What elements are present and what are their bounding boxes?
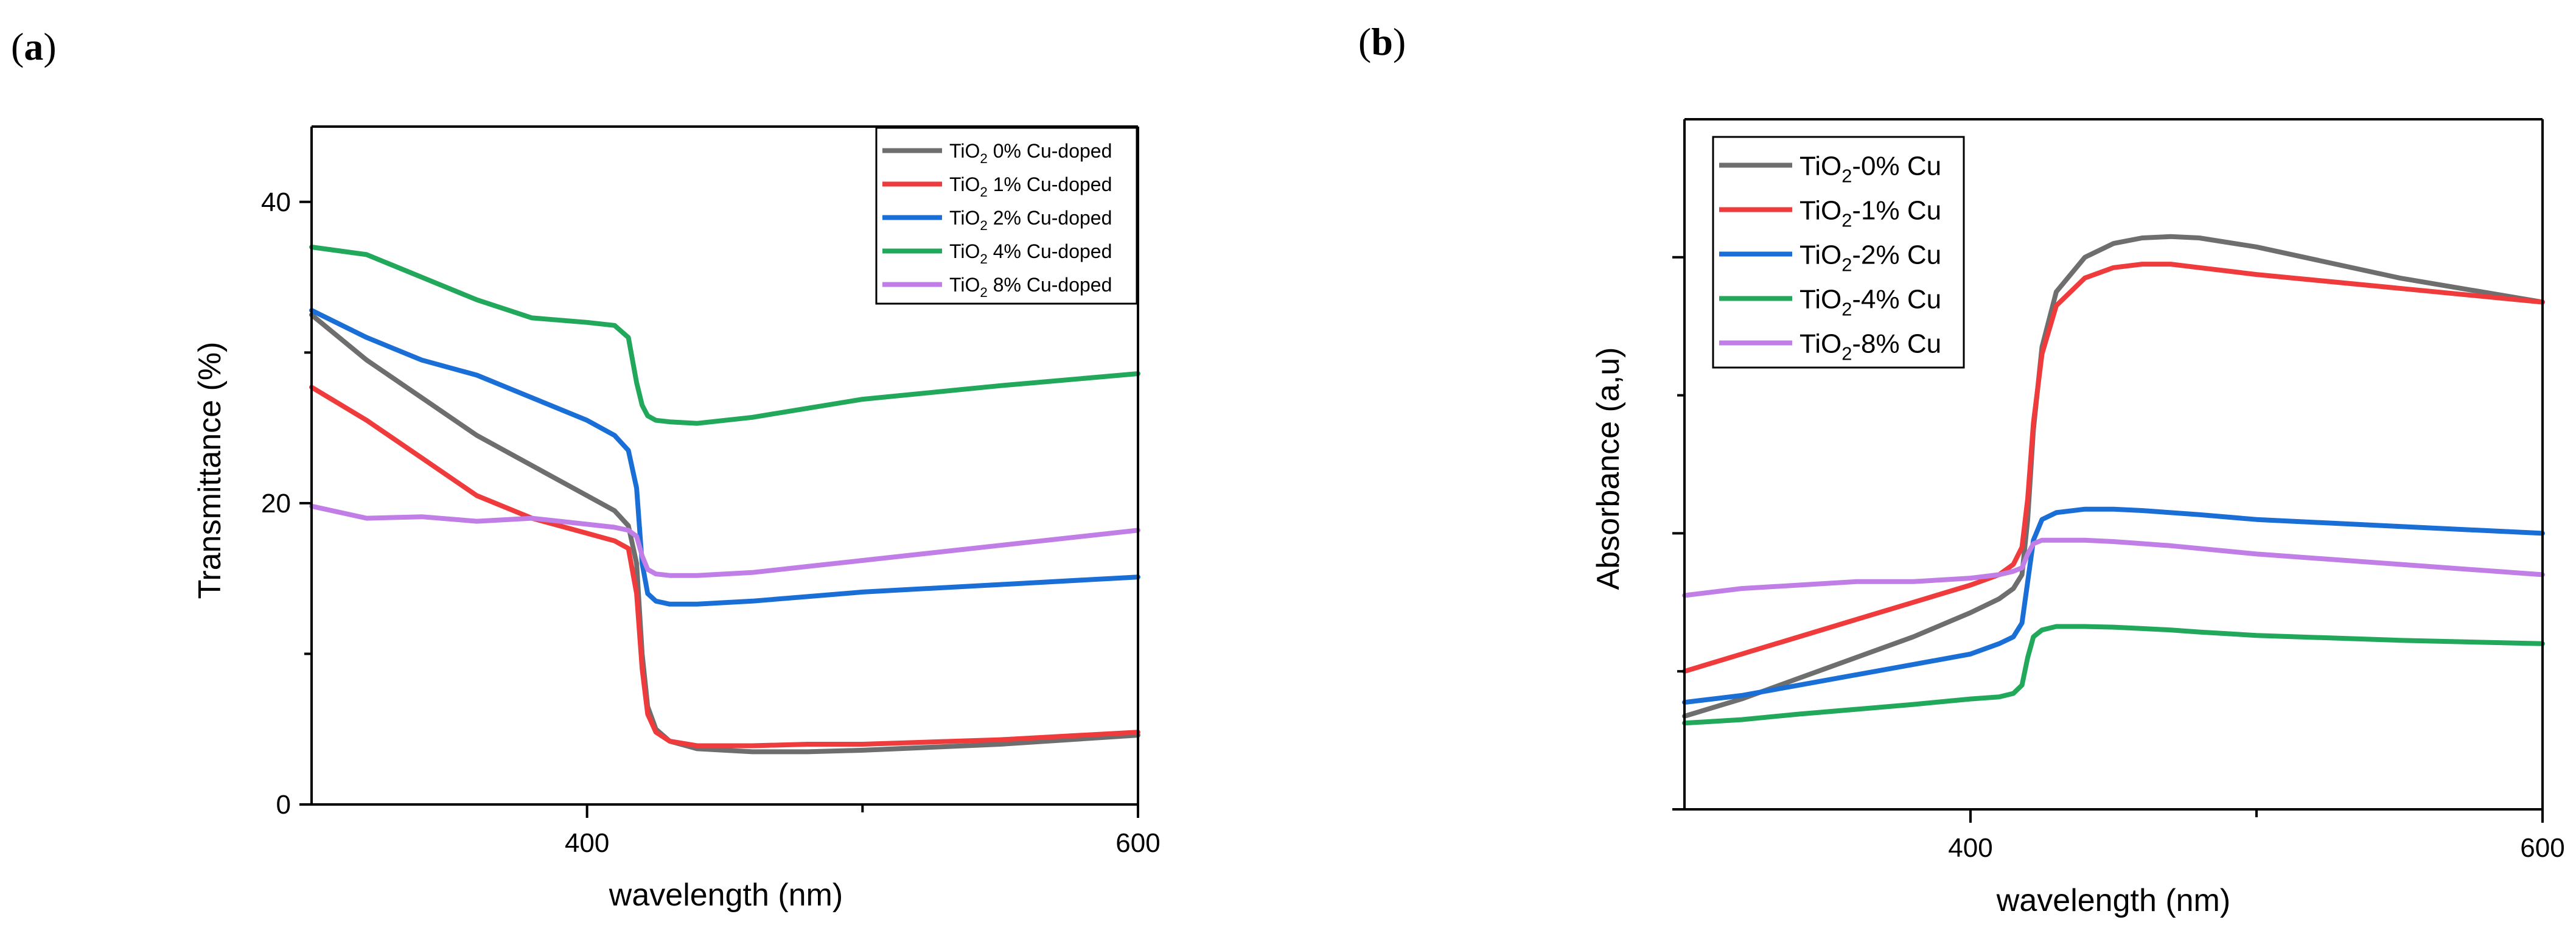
- panel-a-legend-label-0: TiO2 0% Cu-doped: [949, 140, 1112, 166]
- panel-b-x-axis-title: wavelength (nm): [1996, 883, 2230, 918]
- panel-b-letter: b: [1371, 20, 1393, 63]
- panel-b-chart: 400 600 wavelength (nm) Absorbance (a,u) …: [1591, 118, 2565, 918]
- panel-b-legend: TiO2-0% Cu TiO2-1% Cu TiO2-2% Cu TiO2-4% Cu…: [1712, 136, 1965, 369]
- panel-b-legend-label-4: TiO2-8% Cu: [1799, 329, 1941, 364]
- panel-b-x-tick-label-1: 600: [2520, 833, 2564, 863]
- panel-b-series-line-1: [1682, 262, 2545, 674]
- panel-a-series-line-1: [309, 385, 1140, 748]
- panel-a-letter: a: [24, 25, 43, 68]
- panel-b-legend-label-1: TiO2-1% Cu: [1799, 195, 1941, 231]
- panel-a-series-line-0: [309, 312, 1140, 755]
- panel-b-legend-label-2: TiO2-2% Cu: [1799, 240, 1941, 275]
- panel-b-series-line-4: [1682, 537, 2545, 598]
- panel-a-y-tick-label-2: 40: [261, 187, 291, 217]
- panel-a-y-tick-label-1: 20: [261, 489, 291, 518]
- panel-a-legend: TiO2 0% Cu-doped TiO2 1% Cu-doped TiO2 2% …: [875, 127, 1138, 305]
- panel-b-axes: [1672, 118, 2544, 823]
- panel-a-x-tick-label-1: 600: [1115, 828, 1160, 858]
- panel-a-series-line-2: [309, 308, 1140, 607]
- panel-a-series-line-3: [309, 245, 1140, 426]
- panel-b-legend-label-0: TiO2-0% Cu: [1799, 151, 1941, 186]
- panel-b-y-axis-title: Absorbance (a,u): [1591, 347, 1626, 590]
- panel-b-tick-labels: 400 600: [1948, 833, 2564, 863]
- panel-a-label: (a): [11, 25, 57, 68]
- panel-a-tick-labels: 400 600 0 20 40: [261, 187, 1161, 858]
- panel-a-x-tick-label-0: 400: [565, 828, 609, 858]
- panel-b-label: (b): [1358, 20, 1406, 63]
- panel-b-series-line-2: [1682, 506, 2545, 705]
- panel-a-legend-label-2: TiO2 2% Cu-doped: [949, 207, 1112, 233]
- panel-b-legend-label-3: TiO2-4% Cu: [1799, 284, 1941, 319]
- panel-a-y-tick-label-0: 0: [276, 790, 291, 820]
- panel-a-axes: [299, 125, 1139, 818]
- panel-a-legend-label-4: TiO2 8% Cu-doped: [949, 274, 1112, 300]
- panel-a-legend-label-3: TiO2 4% Cu-doped: [949, 240, 1112, 267]
- panel-b-series-line-3: [1682, 624, 2545, 726]
- panel-a-legend-label-1: TiO2 1% Cu-doped: [949, 173, 1112, 200]
- panel-a-chart: 400 600 0 20 40 wavelength (nm) Transmittanc…: [192, 125, 1161, 913]
- panel-a-series-line-4: [309, 503, 1140, 578]
- panel-a-series-group: [309, 245, 1140, 755]
- panel-b-series-group: [1682, 234, 2545, 726]
- panel-b-x-tick-label-0: 400: [1948, 833, 1992, 863]
- panel-a-y-axis-title: Transmittance (%): [192, 342, 228, 599]
- panel-a-x-axis-title: wavelength (nm): [609, 877, 843, 913]
